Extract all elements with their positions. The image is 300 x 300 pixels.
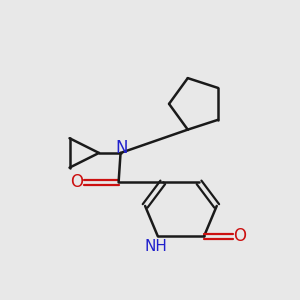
Text: NH: NH [145, 239, 168, 254]
Text: N: N [115, 139, 128, 157]
Text: O: O [233, 227, 246, 245]
Text: O: O [70, 173, 83, 191]
